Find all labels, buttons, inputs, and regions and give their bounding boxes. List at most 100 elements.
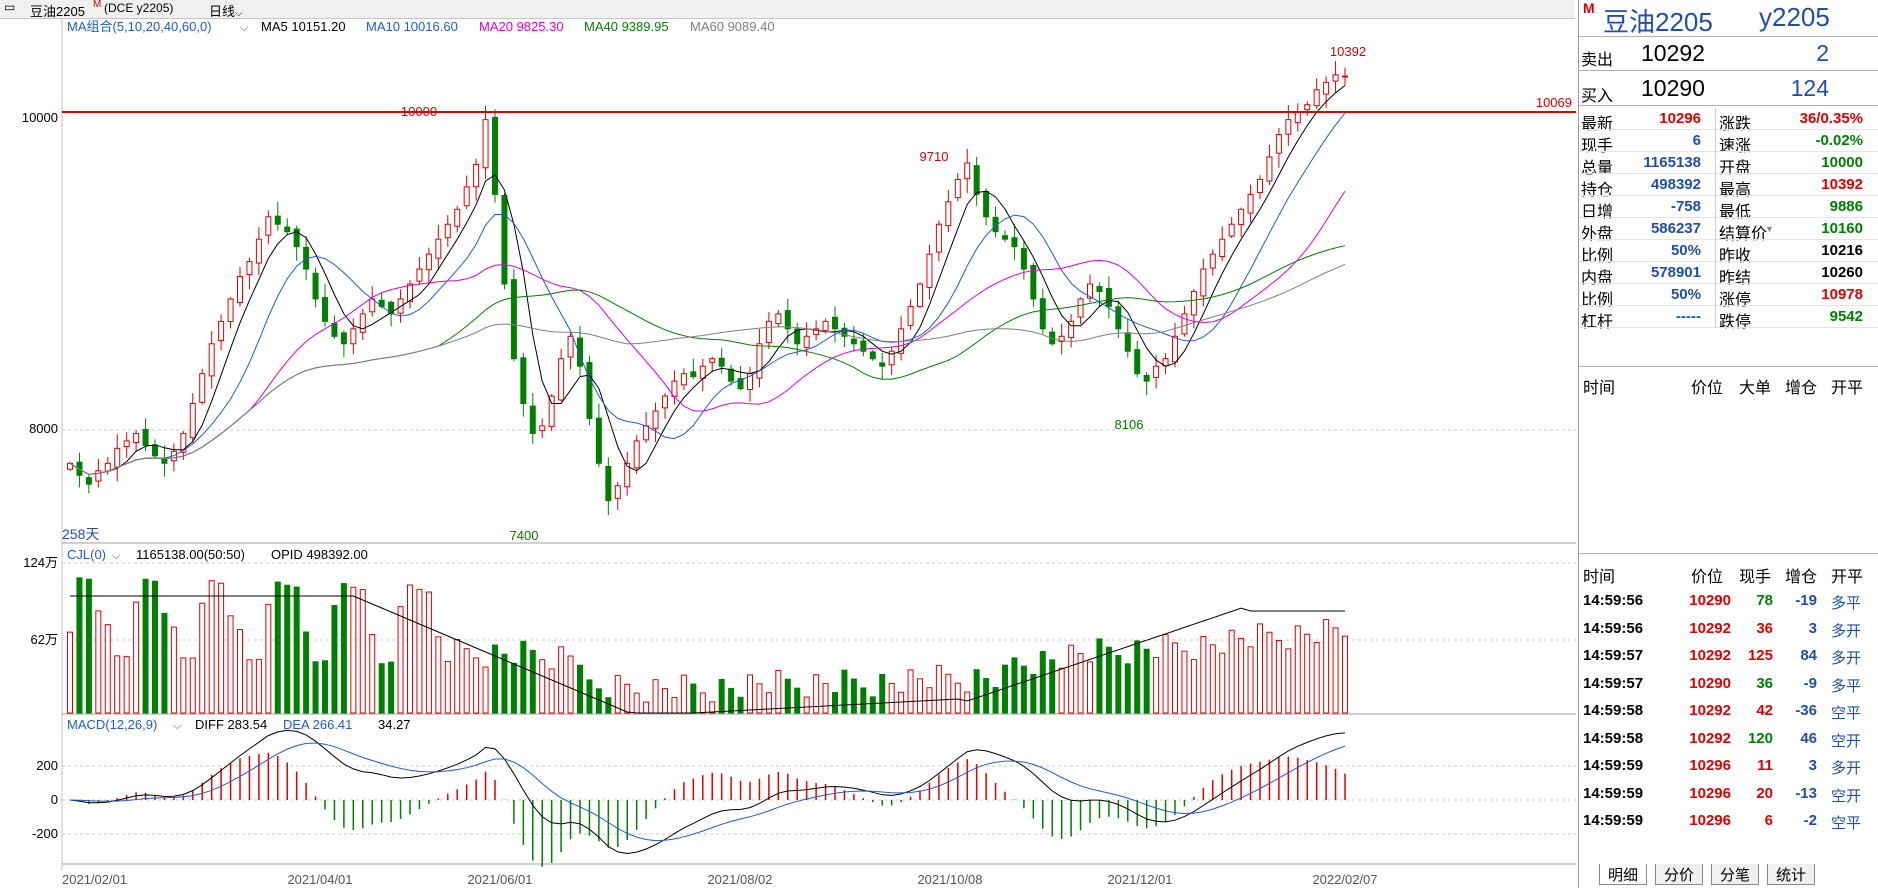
period-selector[interactable]: 日线⌵ <box>209 4 243 19</box>
candle <box>803 322 810 357</box>
candle <box>274 201 281 231</box>
volume-bar <box>935 664 942 714</box>
candle <box>539 418 546 438</box>
chevron-down-icon[interactable]: ⌵ <box>173 720 182 732</box>
volume-bar <box>869 696 876 714</box>
tab-1[interactable]: 分价 <box>1655 864 1704 885</box>
quote-label: 杠杆 <box>1581 314 1614 331</box>
volume-bar <box>945 673 952 714</box>
candle <box>255 227 262 276</box>
candle <box>473 158 480 201</box>
candle <box>709 356 716 373</box>
tick-row[interactable]: 14:59:59 10296 20 -13 空开 <box>1579 781 1878 808</box>
volume-bar <box>1153 657 1160 714</box>
volume-bar <box>558 646 565 714</box>
chevron-down-icon[interactable]: ⌵ <box>240 22 249 34</box>
x-tick-label: 2022/02/07 <box>1312 872 1377 887</box>
quote-label: 内盘 <box>1581 270 1614 287</box>
price-line-label: 10069 <box>1536 95 1572 110</box>
chevron-down-icon[interactable]: ⌵ <box>112 550 121 562</box>
candle <box>1238 207 1245 238</box>
quote-label: 持仓 <box>1581 182 1614 199</box>
ma60-line <box>69 263 1346 475</box>
quote-value: -0.02% <box>1815 132 1863 149</box>
quote-label: 比例 <box>1581 292 1614 309</box>
tick-oc: 多开 <box>1831 622 1862 640</box>
candle <box>983 188 990 226</box>
sell-price[interactable]: 10292 <box>1641 40 1705 66</box>
quote-row: 现手 6 速涨 -0.02% <box>1579 130 1878 155</box>
tick-qty: 6 <box>1764 812 1773 829</box>
quote-label: 最低 <box>1719 204 1752 221</box>
candle <box>520 352 527 417</box>
volume-bar <box>964 691 971 714</box>
candle <box>322 284 328 327</box>
quote-value: 1165138 <box>1643 154 1701 171</box>
volume-bar <box>737 696 744 714</box>
tick-oc: 多平 <box>1831 595 1862 612</box>
candle <box>577 325 583 376</box>
candle <box>133 430 140 452</box>
tab-2[interactable]: 分笔 <box>1711 864 1760 885</box>
candle <box>662 393 668 419</box>
macd-label[interactable]: MACD(12,26,9) <box>67 717 157 732</box>
tick-row[interactable]: 14:59:57 10290 36 -9 多平 <box>1579 671 1878 698</box>
tick-oc: 空平 <box>1831 705 1862 722</box>
chevron-down-icon[interactable]: ▼ <box>1765 224 1774 234</box>
dea-line <box>69 742 1346 842</box>
candle <box>945 190 952 233</box>
volume-bar <box>860 687 867 714</box>
tick-row[interactable]: 14:59:57 10292 125 84 多开 <box>1579 643 1878 670</box>
candle <box>926 244 933 300</box>
ma5-line <box>69 85 1346 475</box>
tick-oc: 空平 <box>1831 815 1862 832</box>
tick-qty: 78 <box>1756 592 1773 609</box>
volume-bar <box>199 602 206 714</box>
tick-row[interactable]: 14:59:59 10296 11 3 多开 <box>1579 753 1878 780</box>
tick-row[interactable]: 14:59:58 10292 120 46 空开 <box>1579 726 1878 753</box>
ma-group-label[interactable]: MA组合(5,10,20,40,60,0) <box>67 19 212 34</box>
volume-bar <box>954 682 961 714</box>
tick-price: 10290 <box>1689 592 1731 609</box>
row-divider <box>1579 151 1878 152</box>
quote-label: 现手 <box>1581 138 1614 155</box>
tab-3[interactable]: 统计 <box>1767 864 1816 885</box>
volume-bar <box>728 687 735 714</box>
tick-inc: -2 <box>1803 812 1817 829</box>
volume-bar <box>1058 667 1065 714</box>
sell-qty: 2 <box>1816 40 1829 66</box>
quote-value: 10296 <box>1659 110 1701 127</box>
tick-row[interactable]: 14:59:56 10290 78 -19 多平 <box>1579 588 1878 615</box>
candle <box>189 393 196 443</box>
candle <box>1219 226 1226 262</box>
volume-bar <box>1313 642 1320 714</box>
chart-area[interactable]: 10000 8000 124万 62万 200 0 -200 MA组合(5,10… <box>0 18 1578 888</box>
tick-inc: -36 <box>1795 702 1817 719</box>
x-tick-label: 2021/04/01 <box>287 872 352 887</box>
quote-value: 10978 <box>1821 286 1863 303</box>
col-price: 价位 <box>1691 380 1724 397</box>
tick-inc: 84 <box>1800 647 1817 664</box>
volume-bar <box>161 612 168 714</box>
tick-row[interactable]: 14:59:58 10292 42 -36 空平 <box>1579 698 1878 725</box>
candle <box>586 355 593 426</box>
buy-price[interactable]: 10290 <box>1641 75 1705 101</box>
candle <box>1115 300 1122 338</box>
dea-value: DEA 266.41 <box>283 717 352 732</box>
cjl-label[interactable]: CJL(0) <box>67 547 106 562</box>
candle <box>898 316 905 361</box>
buy-qty: 124 <box>1790 75 1829 101</box>
volume-bar <box>888 682 895 714</box>
tick-row[interactable]: 14:59:59 10296 6 -2 空平 <box>1579 808 1878 835</box>
cjl-value: 1165138.00(50:50) <box>136 547 245 562</box>
quote-label: 昨收 <box>1719 248 1752 265</box>
row-divider <box>1579 327 1878 328</box>
candle <box>1143 372 1150 396</box>
quote-label: 结算价 <box>1719 226 1768 243</box>
candlestick-series <box>67 61 1348 516</box>
candle <box>935 220 942 262</box>
tab-0[interactable]: 明细 <box>1599 864 1648 885</box>
col-increase: 增仓 <box>1785 380 1818 397</box>
divider <box>1579 553 1878 554</box>
tick-row[interactable]: 14:59:56 10292 36 3 多开 <box>1579 616 1878 643</box>
